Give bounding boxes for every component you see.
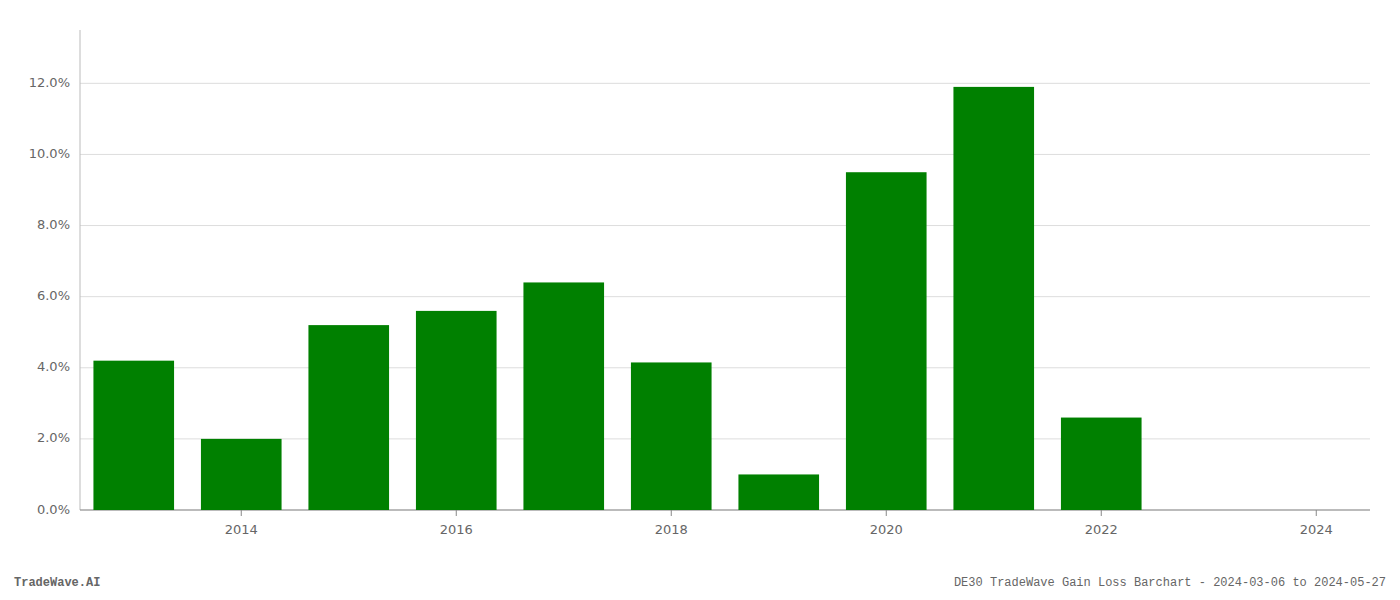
bar — [846, 172, 927, 510]
y-axis-line — [80, 30, 81, 510]
y-tick-label: 0.0% — [37, 502, 70, 517]
background — [0, 0, 1400, 600]
footer-right: DE30 TradeWave Gain Loss Barchart - 2024… — [954, 576, 1386, 590]
axes: 0.0% 2.0% 4.0% 6.0% 8.0% 10.0% 12.0% 2014 2016 20… — [29, 30, 1370, 537]
bar — [93, 361, 174, 510]
chart-svg: 0.0% 2.0% 4.0% 6.0% 8.0% 10.0% 12.0% 2014 2016 20… — [0, 0, 1400, 600]
y-tick-label: 2.0% — [37, 430, 70, 445]
bar — [631, 362, 712, 510]
bar — [523, 282, 604, 510]
bar — [738, 474, 819, 510]
chart-container: 0.0% 2.0% 4.0% 6.0% 8.0% 10.0% 12.0% 2014 2016 20… — [0, 0, 1400, 600]
x-tick-label: 2014 — [225, 522, 258, 537]
bar — [308, 325, 389, 510]
footer-left: TradeWave.AI — [14, 576, 100, 590]
grid — [80, 83, 1370, 510]
bars — [93, 87, 1141, 510]
y-tick-label: 12.0% — [29, 75, 70, 90]
grid-line — [80, 83, 1370, 84]
bar — [1168, 510, 1249, 511]
y-tick-label: 6.0% — [37, 288, 70, 303]
x-tick-label: 2022 — [1085, 522, 1118, 537]
x-tick-label: 2020 — [870, 522, 903, 537]
x-tick — [456, 510, 457, 516]
x-tick-label: 2016 — [440, 522, 473, 537]
y-tick-label: 10.0% — [29, 146, 70, 161]
y-tick-label: 4.0% — [37, 359, 70, 374]
x-tick — [886, 510, 887, 516]
x-tick — [1316, 510, 1317, 516]
y-tick-label: 8.0% — [37, 217, 70, 232]
grid-line — [80, 367, 1370, 368]
grid-line — [80, 154, 1370, 155]
bar — [416, 311, 497, 510]
x-tick — [671, 510, 672, 516]
grid-line — [80, 296, 1370, 297]
x-tick — [1101, 510, 1102, 516]
bar — [953, 87, 1034, 510]
x-tick-label: 2024 — [1300, 522, 1333, 537]
x-tick-label: 2018 — [655, 522, 688, 537]
grid-line — [80, 225, 1370, 226]
bar — [1061, 418, 1142, 510]
bar — [201, 439, 282, 510]
x-tick — [241, 510, 242, 516]
